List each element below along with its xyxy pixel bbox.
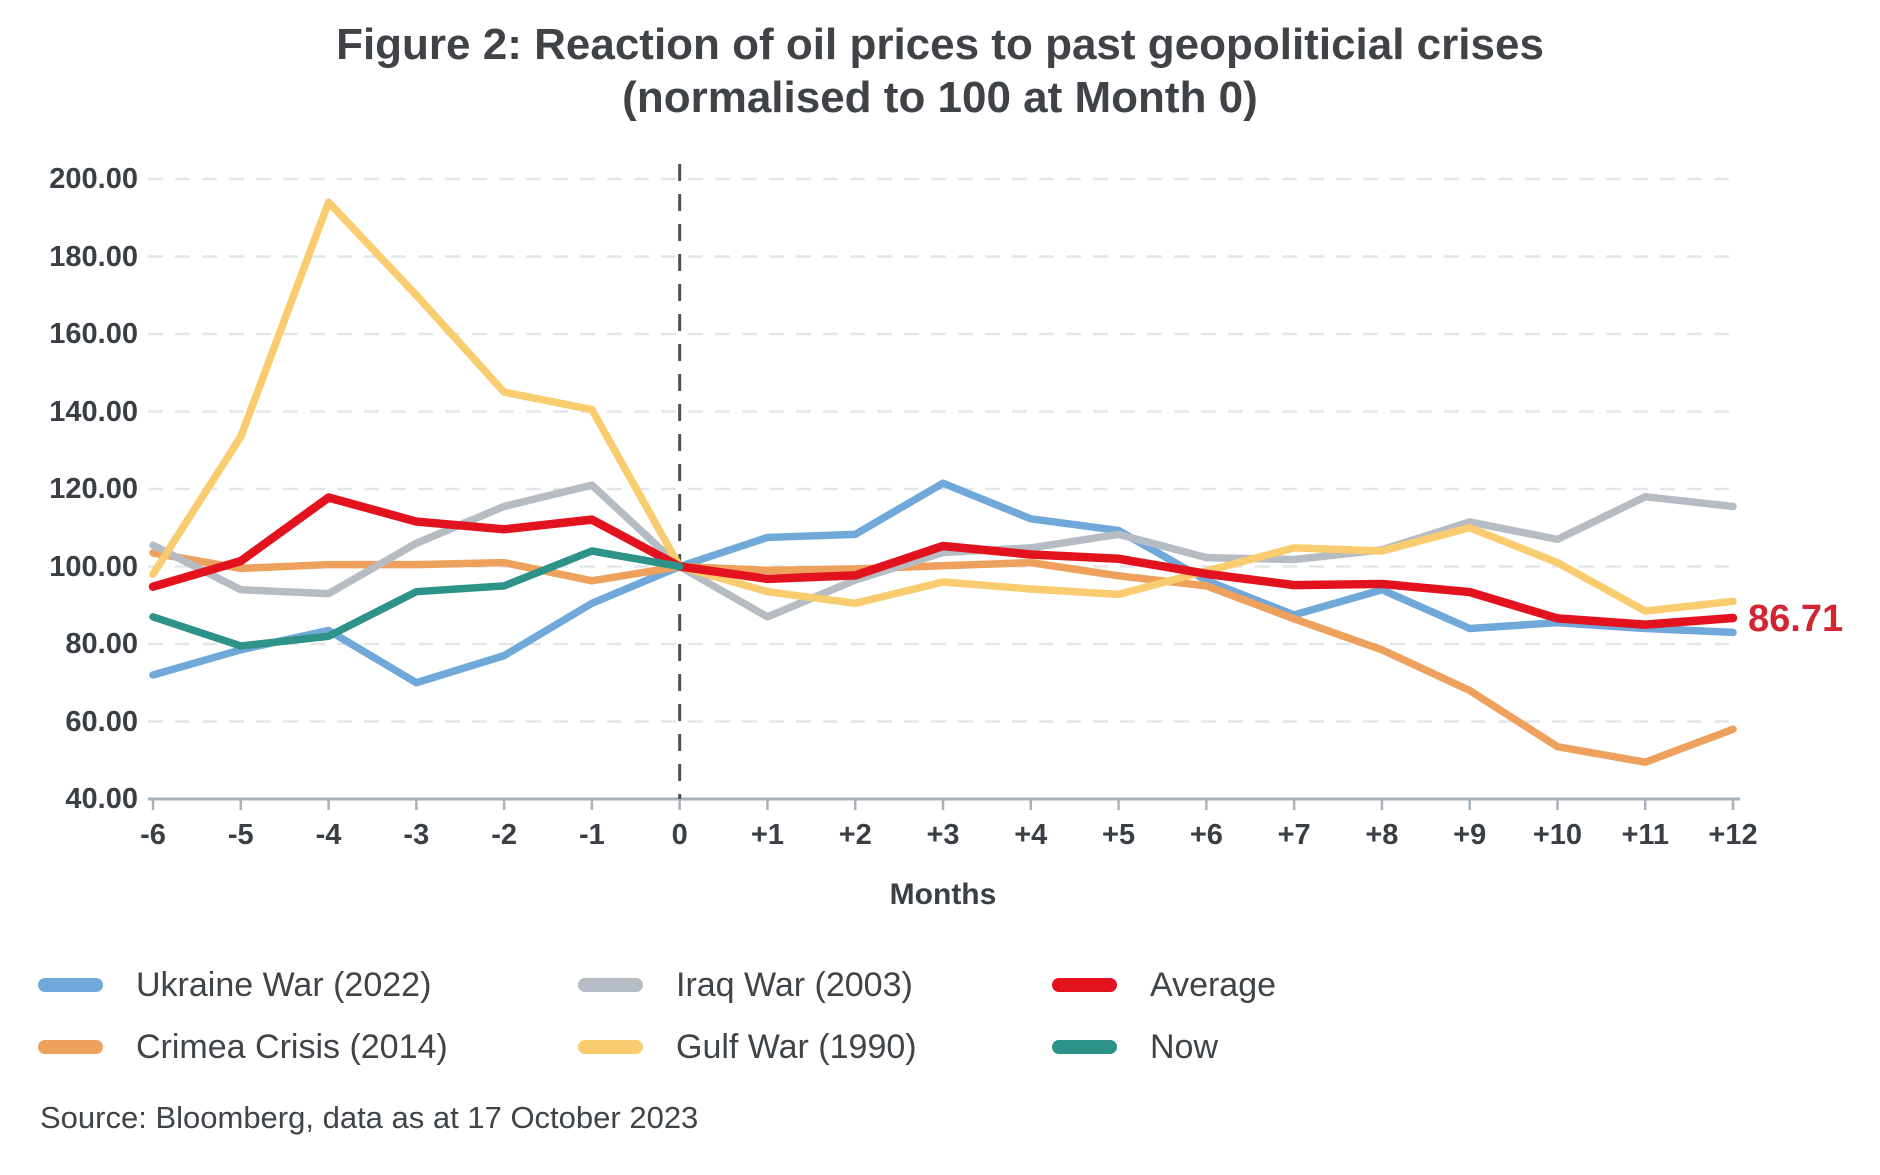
legend-swatch-gulf-war-1990 xyxy=(578,1040,643,1054)
x-axis-label-5: +5 xyxy=(1102,819,1136,851)
x-axis-label-0: 0 xyxy=(671,819,688,851)
legend-swatch-average xyxy=(1052,978,1117,992)
x-axis-label-6: +6 xyxy=(1189,819,1223,851)
legend-label-iraq-war-2003: Iraq War (2003) xyxy=(676,966,913,1004)
x-axis-label-8: +8 xyxy=(1365,819,1399,851)
legend-label-average: Average xyxy=(1150,966,1277,1004)
x-axis-label-4: -4 xyxy=(315,819,342,851)
x-axis-label-10: +10 xyxy=(1532,819,1583,851)
legend-label-ukraine-war-2022: Ukraine War (2022) xyxy=(136,966,432,1004)
legend-swatch-iraq-war-2003 xyxy=(578,978,643,992)
x-axis-label-1: -1 xyxy=(578,819,605,851)
legend-swatch-ukraine-war-2022 xyxy=(38,978,103,992)
x-axis-label-11: +11 xyxy=(1621,819,1670,851)
legend-swatch-crimea-crisis-2014 xyxy=(38,1040,103,1054)
chart-title-line2: (normalised to 100 at Month 0) xyxy=(622,73,1258,122)
x-axis-label-4: +4 xyxy=(1014,819,1048,851)
chart-title-line1: Figure 2: Reaction of oil prices to past… xyxy=(336,20,1544,69)
legend-label-now: Now xyxy=(1150,1028,1219,1066)
legend-item-gulf-war-1990: Gulf War (1990) xyxy=(578,1024,917,1070)
legend-swatch-now xyxy=(1052,1040,1117,1054)
y-axis-label-60: 60.00 xyxy=(65,705,138,738)
y-axis-label-140: 140.00 xyxy=(49,395,138,428)
legend-item-ukraine-war-2022: Ukraine War (2022) xyxy=(38,962,431,1008)
series-line-gulf-war-1990 xyxy=(149,198,1737,615)
y-axis-label-100: 100.00 xyxy=(49,550,138,583)
y-axis-label-200: 200.00 xyxy=(49,163,138,195)
source-note: Source: Bloomberg, data as at 17 October… xyxy=(40,1100,699,1135)
x-axis-label-6: -6 xyxy=(140,819,166,851)
series-line-now xyxy=(149,547,684,650)
series-line-iraq-war-2003 xyxy=(149,481,1737,621)
x-axis-label-3: -3 xyxy=(403,819,430,851)
y-axis-label-160: 160.00 xyxy=(49,318,138,350)
legend-item-crimea-crisis-2014: Crimea Crisis (2014) xyxy=(38,1024,448,1070)
x-axis-label-1: +1 xyxy=(750,819,784,851)
x-axis-label-9: +9 xyxy=(1453,819,1487,851)
y-axis-label-80: 80.00 xyxy=(65,628,138,660)
y-axis-label-120: 120.00 xyxy=(49,473,138,505)
x-axis-label-2: -2 xyxy=(491,819,517,851)
legend-item-iraq-war-2003: Iraq War (2003) xyxy=(578,962,913,1008)
legend-item-average: Average xyxy=(1052,962,1276,1008)
legend-label-gulf-war-1990: Gulf War (1990) xyxy=(676,1028,917,1066)
x-axis-label-7: +7 xyxy=(1277,819,1311,851)
x-axis-label-3: +3 xyxy=(926,819,960,851)
legend-label-crimea-crisis-2014: Crimea Crisis (2014) xyxy=(136,1028,448,1066)
chart-title: Figure 2: Reaction of oil prices to past… xyxy=(0,18,1880,124)
series-line-ukraine-war-2022 xyxy=(149,479,1737,687)
series-line-average xyxy=(148,493,1738,629)
x-axis-label-2: +2 xyxy=(838,819,872,851)
x-axis-label-5: -5 xyxy=(227,819,254,851)
x-axis-title: Months xyxy=(889,878,997,911)
x-axis-label-12: +12 xyxy=(1708,819,1758,851)
legend-item-now: Now xyxy=(1052,1024,1218,1070)
y-axis-label-180: 180.00 xyxy=(49,240,138,273)
y-axis-label-40: 40.00 xyxy=(65,783,138,815)
average-end-value-label: 86.71 xyxy=(1748,598,1844,640)
series-line-crimea-crisis-2014 xyxy=(149,549,1737,766)
